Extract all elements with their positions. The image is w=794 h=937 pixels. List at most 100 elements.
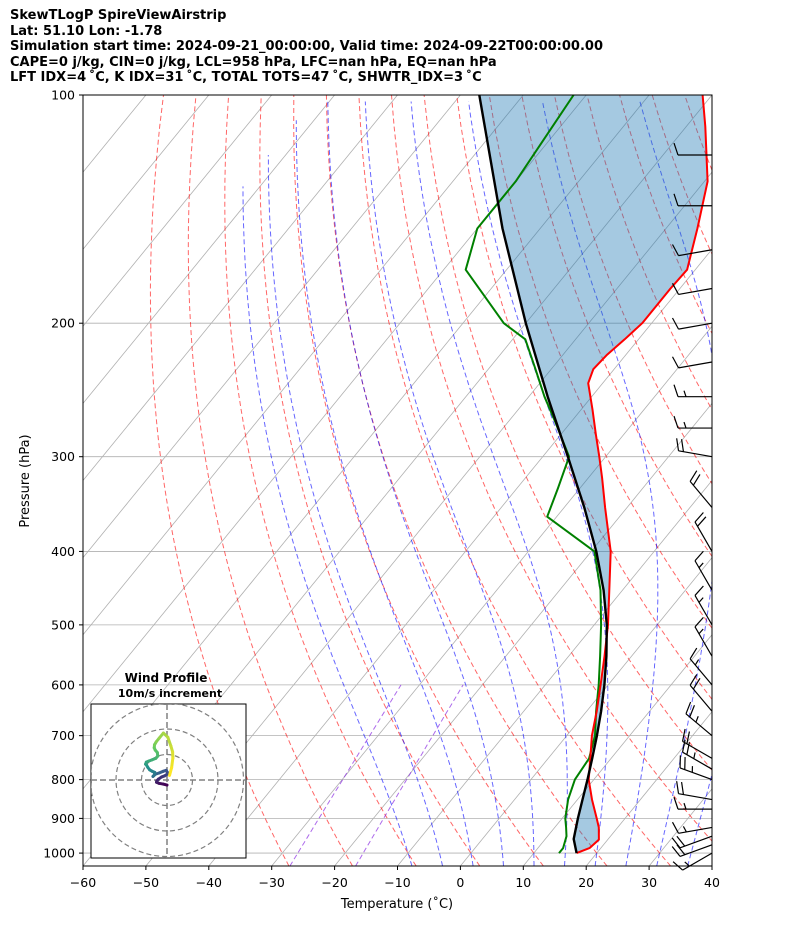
hodograph-ring (91, 704, 245, 858)
barb-flag (676, 781, 680, 794)
isotherm-line (522, 634, 712, 866)
isotherm-line (83, 95, 273, 327)
barb-shaft (694, 521, 713, 552)
barb-flag (694, 585, 704, 596)
mixing-ratio-line (355, 684, 464, 866)
barb-half-flag (683, 390, 687, 397)
y-tick-label: 900 (51, 811, 75, 826)
dry-adiabat (391, 95, 712, 842)
barb-shaft (694, 560, 713, 591)
barb-flag (689, 470, 698, 482)
barb-half-flag (684, 861, 690, 867)
stability-indices: LFT IDX=4 ˚C, K IDX=31 ˚C, TOTAL TOTS=47… (10, 70, 482, 85)
barb-half-flag (683, 802, 687, 810)
barb-flag (694, 550, 704, 562)
wind-barb (671, 244, 713, 257)
isotherm-line (585, 711, 712, 866)
x-axis-title: Temperature (˚C) (340, 896, 453, 912)
barb-flag (681, 739, 686, 753)
y-tick-label: 800 (51, 772, 75, 787)
barb-flag (671, 356, 680, 369)
y-tick-label: 100 (51, 88, 75, 103)
hodograph-segment (168, 766, 174, 777)
barb-shaft (694, 595, 713, 626)
isotherm-line (208, 248, 712, 866)
barb-half-flag (694, 659, 700, 666)
barb-shaft (689, 684, 713, 712)
barb-shaft (678, 287, 713, 296)
moist-adiabat (364, 101, 535, 866)
dry-adiabat (717, 95, 794, 866)
barb-flag (671, 821, 680, 834)
wind-barb (671, 356, 713, 369)
wind-barb (681, 728, 713, 759)
barb-shaft (682, 740, 713, 759)
y-tick-label: 500 (51, 617, 75, 632)
barb-shaft (678, 361, 713, 369)
wind-barb (672, 852, 713, 871)
barb-flag (680, 781, 685, 795)
barb-flag (692, 474, 701, 486)
barb-half-flag (682, 826, 687, 833)
hodograph-frame (90, 703, 247, 859)
y-tick-label: 1000 (43, 846, 75, 861)
x-tick-label: −50 (133, 875, 159, 890)
wind-barb (673, 796, 712, 810)
wind-barb (694, 550, 713, 591)
dry-adiabat (187, 95, 353, 866)
wind-barb (671, 821, 713, 834)
wind-barb (689, 470, 713, 508)
wind-barb (673, 142, 712, 156)
isotherm-line (83, 95, 461, 559)
dewpoint-line (464, 95, 603, 854)
wind-barb (671, 283, 713, 296)
isotherm-line (83, 95, 524, 636)
wind-barb (679, 755, 713, 781)
dry-adiabat (750, 95, 794, 866)
dry-adiabat (423, 95, 712, 771)
y-tick-label: 300 (51, 449, 75, 464)
wind-barb (694, 616, 713, 657)
wind-barb (673, 415, 712, 429)
isotherm-line (83, 95, 398, 482)
hodograph-segment (170, 756, 175, 770)
simulation-times: Simulation start time: 2024-09-21_00:00:… (10, 39, 603, 54)
y-tick-label: 600 (51, 677, 75, 692)
x-tick-label: −40 (196, 875, 222, 890)
moist-adiabat (267, 154, 444, 866)
barb-half-flag (695, 716, 699, 723)
barb-shaft (694, 626, 713, 657)
barb-shaft (679, 844, 713, 857)
barb-shaft (678, 826, 713, 834)
y-tick-label: 400 (51, 544, 75, 559)
dry-adiabat (224, 95, 417, 866)
isotherm-line (711, 865, 712, 866)
convective-parameters: CAPE=0 j/kg, CIN=0 j/kg, LCL=958 hPa, LF… (10, 54, 497, 70)
barb-shaft (679, 767, 713, 781)
dry-adiabat (149, 95, 290, 866)
cin-shading (479, 95, 708, 854)
barb-shaft (678, 322, 713, 330)
barb-flag (671, 846, 681, 857)
dry-adiabat (293, 95, 544, 866)
barb-shaft (682, 751, 713, 770)
temperature-line (576, 95, 709, 855)
isotherm-line (271, 325, 712, 866)
barb-flag (694, 616, 704, 628)
wind-barb (694, 512, 713, 552)
wind-barb (681, 739, 713, 770)
wind-barb (673, 193, 712, 207)
x-tick-label: 10 (515, 875, 531, 890)
moist-adiabat (295, 120, 474, 866)
y-axis-title: Pressure (hPa) (18, 434, 33, 527)
wind-barb (685, 701, 713, 737)
hodograph-title: Wind Profile (125, 671, 208, 685)
x-tick-label: −30 (259, 875, 285, 890)
chart-title: SkewTLogP SpireViewAirstrip (10, 8, 227, 23)
barb-shaft (682, 852, 713, 871)
barb-flag (692, 677, 701, 690)
barb-half-flag (698, 628, 704, 635)
barb-shaft (679, 835, 713, 849)
wind-barb (673, 384, 712, 398)
